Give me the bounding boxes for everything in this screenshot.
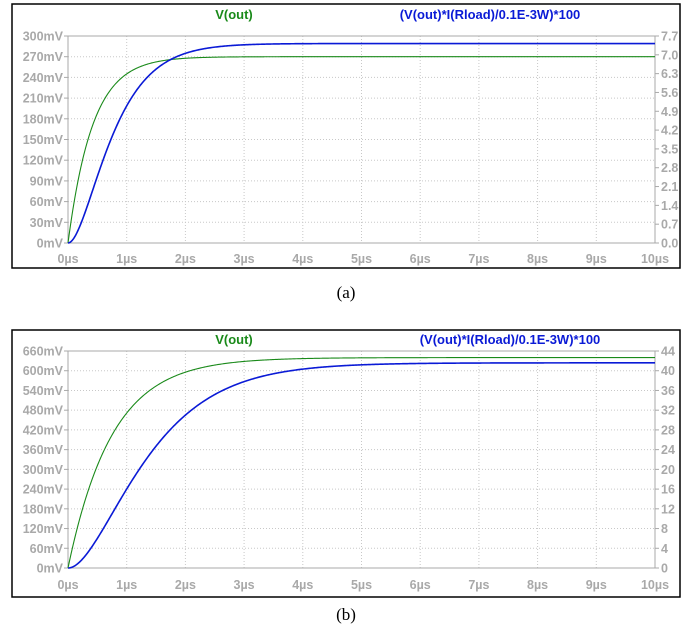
y-right-tick-label: 2.8 xyxy=(661,161,678,175)
x-tick-label: 8µs xyxy=(527,252,548,266)
y-left-tick-label: 360mV xyxy=(23,443,64,457)
y-left-tick-label: 0mV xyxy=(37,237,64,251)
legend-label-vout: V(out) xyxy=(215,332,253,347)
series-line-power xyxy=(67,42,655,244)
y-left-tick-label: 180mV xyxy=(23,502,64,516)
x-tick-label: 5µs xyxy=(351,578,372,592)
x-tick-label: 2µs xyxy=(175,252,196,266)
x-tick-label: 7µs xyxy=(468,252,489,266)
series-line-vout xyxy=(67,56,655,244)
x-tick-label: 0µs xyxy=(57,578,78,592)
legend-label-power: (V(out)*I(Rload)/0.1E-3W)*100 xyxy=(400,7,581,22)
chart-frame xyxy=(11,3,681,269)
y-right-tick-label: 5.6 xyxy=(661,86,678,100)
y-left-tick-label: 660mV xyxy=(23,345,64,359)
x-tick-label: 7µs xyxy=(468,578,489,592)
y-right-tick-label: 6.3 xyxy=(661,67,678,81)
y-left-tick-label: 300mV xyxy=(23,30,64,44)
y-left-tick-label: 120mV xyxy=(23,522,64,536)
x-tick-label: 1µs xyxy=(116,578,137,592)
plot-area xyxy=(67,350,656,569)
y-left-tick-label: 270mV xyxy=(23,50,64,64)
figure-caption: (b) xyxy=(336,605,356,624)
legend-label-vout: V(out) xyxy=(215,7,253,22)
y-left-tick-label: 90mV xyxy=(30,174,64,188)
x-tick-label: 9µs xyxy=(586,252,607,266)
y-right-tick-label: 1.4 xyxy=(661,199,678,213)
x-tick-label: 3µs xyxy=(234,252,255,266)
y-left-tick-label: 60mV xyxy=(30,195,64,209)
x-tick-label: 10µs xyxy=(641,252,669,266)
y-right-tick-label: 4.9 xyxy=(661,105,678,119)
x-tick-label: 9µs xyxy=(586,578,607,592)
y-left-tick-label: 420mV xyxy=(23,423,64,437)
y-right-tick-label: 4.2 xyxy=(661,124,678,138)
x-tick-label: 6µs xyxy=(410,578,431,592)
x-tick-label: 6µs xyxy=(410,252,431,266)
x-tick-label: 1µs xyxy=(116,252,137,266)
y-right-tick-label: 20 xyxy=(661,463,675,477)
y-right-tick-label: 44 xyxy=(661,345,675,359)
y-right-tick-label: 0 xyxy=(661,562,668,576)
y-right-tick-label: 16 xyxy=(661,483,675,497)
y-left-tick-label: 210mV xyxy=(23,92,64,106)
y-right-tick-label: 0.0 xyxy=(661,237,678,251)
x-tick-label: 0µs xyxy=(57,252,78,266)
y-left-tick-label: 60mV xyxy=(30,542,64,556)
figure-caption: (a) xyxy=(337,283,356,302)
x-tick-label: 4µs xyxy=(292,578,313,592)
y-right-tick-label: 40 xyxy=(661,364,675,378)
y-right-tick-label: 7.0 xyxy=(661,48,678,62)
y-right-tick-label: 7.7 xyxy=(661,30,678,44)
y-left-tick-label: 180mV xyxy=(23,112,64,126)
y-right-tick-label: 8 xyxy=(661,522,668,536)
y-right-tick-label: 28 xyxy=(661,423,675,437)
y-left-tick-label: 120mV xyxy=(23,154,64,168)
y-left-tick-label: 0mV xyxy=(37,562,64,576)
y-left-tick-label: 30mV xyxy=(30,216,64,230)
chart-1: 0µs 1µs 2µs 3µs 4µs 5µs 6µs 7µs 8µs 9µs 10µs 0mV 30m… xyxy=(11,3,681,302)
chart-frame xyxy=(11,329,681,598)
y-left-tick-label: 150mV xyxy=(23,133,64,147)
y-right-tick-label: 32 xyxy=(661,404,675,418)
y-right-tick-label: 3.5 xyxy=(661,142,678,156)
y-right-tick-label: 12 xyxy=(661,502,675,516)
y-left-tick-label: 300mV xyxy=(23,463,64,477)
y-left-tick-label: 240mV xyxy=(23,483,64,497)
y-left-tick-label: 540mV xyxy=(23,384,64,398)
y-left-tick-label: 480mV xyxy=(23,404,64,418)
x-tick-label: 5µs xyxy=(351,252,372,266)
x-tick-label: 8µs xyxy=(527,578,548,592)
y-right-tick-label: 4 xyxy=(661,542,668,556)
series-line-vout xyxy=(67,357,655,569)
x-tick-label: 2µs xyxy=(175,578,196,592)
series-line-power xyxy=(67,362,655,569)
y-right-tick-label: 24 xyxy=(661,443,675,457)
x-tick-label: 10µs xyxy=(641,578,669,592)
x-tick-label: 3µs xyxy=(234,578,255,592)
y-left-tick-label: 240mV xyxy=(23,71,64,85)
x-tick-label: 4µs xyxy=(292,252,313,266)
plot-area xyxy=(67,35,656,244)
chart-2: 0µs 1µs 2µs 3µs 4µs 5µs 6µs 7µs 8µs 9µs 10µs 0mV 60m… xyxy=(11,329,681,624)
y-right-tick-label: 36 xyxy=(661,384,675,398)
y-left-tick-label: 600mV xyxy=(23,364,64,378)
y-right-tick-label: 0.7 xyxy=(661,218,678,232)
y-right-tick-label: 2.1 xyxy=(661,180,678,194)
legend-label-power: (V(out)*I(Rload)/0.1E-3W)*100 xyxy=(420,332,601,347)
